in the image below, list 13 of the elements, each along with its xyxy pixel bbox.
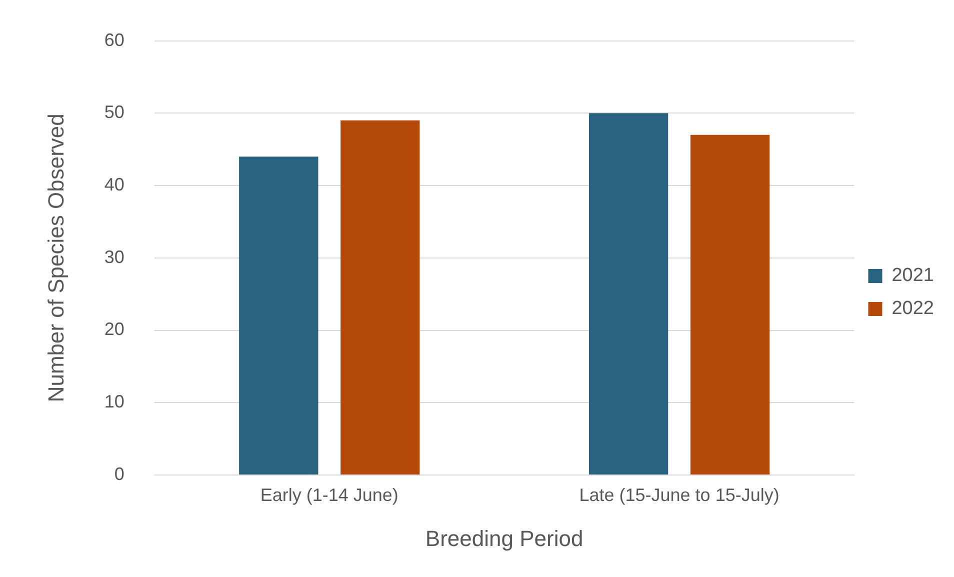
y-tick-label: 60: [104, 30, 124, 50]
x-axis-title: Breeding Period: [425, 526, 584, 551]
y-axis-title: Number of Species Observed: [43, 114, 68, 402]
y-tick-label: 20: [104, 319, 124, 340]
y-tick-label: 10: [104, 392, 124, 412]
x-tick-label: Early (1-14 June): [260, 484, 398, 505]
legend-label: 2021: [892, 265, 934, 286]
x-tick-label: Late (15-June to 15-July): [579, 484, 780, 505]
y-tick-label: 50: [104, 102, 124, 122]
y-tick-label: 0: [114, 464, 124, 484]
y-tick-label: 40: [104, 174, 124, 194]
legend-label: 2022: [892, 298, 934, 320]
y-tick-label: 30: [104, 246, 124, 267]
